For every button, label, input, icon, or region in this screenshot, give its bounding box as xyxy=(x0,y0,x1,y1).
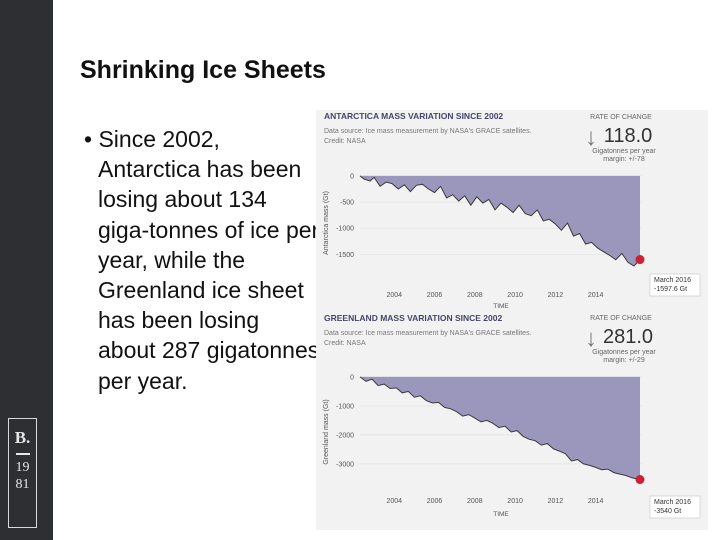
antarctica-x-axis-label: TIME xyxy=(493,303,509,310)
antarctica-endpoint-label-box xyxy=(649,273,701,297)
antarctica-y-axis-label: Antarctica mass (Gt) xyxy=(323,191,330,255)
greenland-area xyxy=(360,376,640,480)
antarctica-y-tick-label: -1000 xyxy=(336,226,354,233)
greenland-x-tick-label: 2004 xyxy=(386,498,402,505)
greenland-y-tick-label: -2000 xyxy=(336,432,354,439)
greenland-x-tick-label: 2014 xyxy=(588,498,604,505)
logo-divider xyxy=(15,453,30,455)
bullet-item: • Since 2002, Antarctica has been losing… xyxy=(84,124,323,396)
antarctica-x-tick-label: 2008 xyxy=(467,292,483,299)
antarctica-x-tick-label: 2012 xyxy=(548,292,564,299)
antarctica-rate-arrow: ↓ xyxy=(585,124,597,151)
antarctica-rate-label: RATE OF CHANGE xyxy=(590,114,652,121)
brand-logo: B. 19 81 xyxy=(8,418,37,528)
logo-letter: B. xyxy=(14,428,31,447)
antarctica-chart-title: ANTARCTICA MASS VARIATION SINCE 2002 xyxy=(324,111,503,121)
greenland-x-tick-label: 2010 xyxy=(507,498,523,505)
bullet-text: Since 2002, Antarctica has been losing a… xyxy=(98,126,320,394)
ice-mass-charts: ANTARCTICA MASS VARIATION SINCE 2002 Data… xyxy=(316,110,708,530)
logo-year-top: 19 xyxy=(15,460,30,475)
ice-mass-figure: ANTARCTICA MASS VARIATION SINCE 2002 Data… xyxy=(316,110,708,530)
greenland-y-tick-label: 0 xyxy=(350,374,354,381)
antarctica-rate-unit: Gigatonnes per year xyxy=(592,148,656,155)
antarctica-rate-value: 118.0 xyxy=(604,125,653,147)
greenland-y-axis-label: Greenland mass (Gt) xyxy=(323,399,330,464)
greenland-y-tick-label: -1000 xyxy=(336,403,354,410)
antarctica-y-tick-label: 0 xyxy=(350,173,354,180)
greenland-endpoint-marker xyxy=(635,475,645,485)
antarctica-y-tick-label: -500 xyxy=(340,200,354,207)
greenland-x-tick-label: 2006 xyxy=(427,498,443,505)
greenland-credit-text: Credit: NASA xyxy=(324,340,366,347)
antarctica-endpoint-date: March 2016 xyxy=(654,277,691,284)
antarctica-x-tick-label: 2010 xyxy=(507,292,523,299)
greenland-endpoint-value: -3540 Gt xyxy=(654,508,681,515)
greenland-series-line xyxy=(359,376,641,481)
antarctica-x-tick-label: 2004 xyxy=(386,292,402,299)
greenland-endpoint-label-box xyxy=(649,495,701,519)
sidebar-strip: B. 19 81 xyxy=(0,0,53,540)
antarctica-endpoint-marker xyxy=(635,255,645,265)
antarctica-series-line xyxy=(359,175,641,267)
greenland-rate-margin: margin: +/-29 xyxy=(603,357,645,364)
antarctica-x-tick-label: 2006 xyxy=(427,292,443,299)
greenland-x-axis-label: TIME xyxy=(493,511,509,518)
antarctica-y-tick-label: -1500 xyxy=(336,252,354,259)
greenland-rate-label: RATE OF CHANGE xyxy=(590,315,652,322)
greenland-x-tick-label: 2008 xyxy=(467,498,483,505)
antarctica-credit-text: Credit: NASA xyxy=(324,138,366,145)
greenland-source-text: Data source: Ice mass measurement by NAS… xyxy=(324,330,532,337)
greenland-rate-value: 281.0 xyxy=(603,326,653,348)
greenland-rate-unit: Gigatonnes per year xyxy=(592,349,656,356)
logo-year-bottom: 81 xyxy=(15,477,30,492)
antarctica-rate-margin: margin: +/-78 xyxy=(603,156,645,163)
greenland-rate-arrow: ↓ xyxy=(585,325,597,352)
antarctica-area xyxy=(360,175,640,266)
greenland-endpoint-date: March 2016 xyxy=(654,499,691,506)
antarctica-endpoint-value: -1597.6 Gt xyxy=(654,286,687,293)
bullet-marker: • xyxy=(84,126,93,152)
greenland-x-tick-label: 2012 xyxy=(548,498,564,505)
antarctica-source-text: Data source: Ice mass measurement by NAS… xyxy=(324,128,532,135)
greenland-chart-title: GREENLAND MASS VARIATION SINCE 2002 xyxy=(324,313,502,323)
greenland-y-tick-label: -3000 xyxy=(336,461,354,468)
slide-title: Shrinking Ice Sheets xyxy=(80,56,326,84)
antarctica-x-tick-label: 2014 xyxy=(588,292,604,299)
